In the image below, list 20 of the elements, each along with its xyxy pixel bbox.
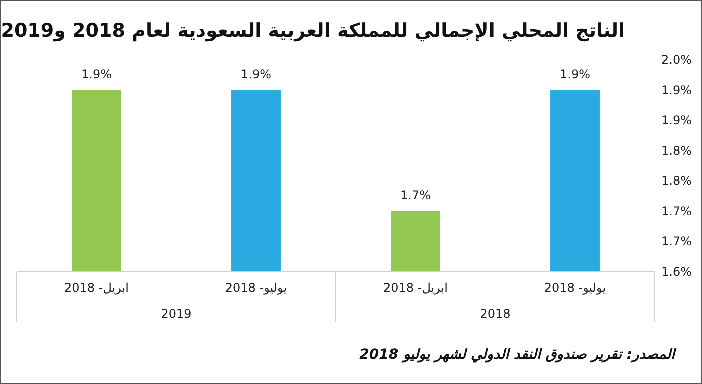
y-tick-label: 1.9%	[662, 114, 692, 128]
x-tick-label: ابريل- 2018	[64, 281, 129, 295]
text: المصدر: تقرير صندوق النقد الدولي لشهر يوليو 2018	[360, 347, 678, 363]
y-tick-label: 1.8%	[662, 144, 692, 158]
data-label: 1.9%	[82, 67, 112, 82]
data-label: 1.9%	[560, 67, 590, 82]
y-tick-label: 1.7%	[662, 234, 692, 249]
text: 2019	[161, 307, 192, 321]
text: 2018	[480, 307, 511, 321]
y-tick-label: 1.6%	[662, 265, 692, 279]
y-tick-label: 1.7%	[662, 204, 692, 218]
y-tick-label: 2.0%	[662, 53, 692, 67]
x-tick-label: يوليو- 2018	[225, 281, 288, 295]
x-tick-label: ابريل- 2018	[384, 281, 448, 295]
data-label: 1.9%	[241, 67, 272, 82]
y-tick-label: 1.9%	[662, 83, 692, 98]
x-tick-label: يوليو- 2018	[544, 281, 606, 295]
chart-title: الناتج المحلي الإجمالي للمملكة العربية السعودية لعام 2018 و2019	[1, 20, 625, 42]
data-label: 1.7%	[400, 188, 431, 202]
y-tick-label: 1.8%	[662, 174, 692, 188]
